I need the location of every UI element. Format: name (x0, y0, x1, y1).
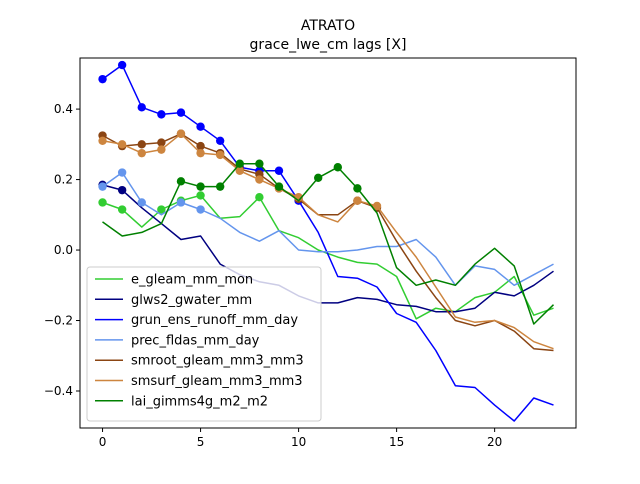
chart-subtitle: grace_lwe_cm lags [X] (250, 37, 407, 53)
data-point-grun_ens_runoff_mm_day (215, 136, 225, 146)
x-tick-label: 15 (389, 435, 404, 449)
legend: e_gleam_mm_mon glws2_gwater_mm grun_ens_ru… (86, 266, 322, 422)
data-point-glws2_gwater_mm (117, 185, 127, 195)
data-point-smroot_gleam_mm3_mm3 (157, 138, 166, 147)
y-tick-label: 0.0 (54, 243, 73, 257)
data-point-smroot_gleam_mm3_mm3 (196, 141, 205, 151)
data-point-lai_gimms4g_m2_m2 (353, 184, 362, 193)
data-point-smsurf_gleam_mm3_mm3 (98, 136, 107, 146)
data-point-smsurf_gleam_mm3_mm3 (372, 201, 382, 211)
legend-label: smroot_gleam_mm3_mm3 (131, 354, 304, 369)
x-tick-label: 5 (197, 435, 205, 449)
data-point-lai_gimms4g_m2_m2 (215, 182, 225, 191)
data-point-lai_gimms4g_m2_m2 (333, 163, 343, 172)
y-tick-label: 0.2 (54, 173, 73, 187)
data-point-e_gleam_mm_mon (255, 192, 264, 202)
data-point-grun_ens_runoff_mm_day (98, 74, 107, 84)
data-point-grun_ens_runoff_mm_day (137, 103, 146, 112)
legend-label: lai_gimms4g_m2_m2 (131, 394, 268, 409)
data-point-lai_gimms4g_m2_m2 (176, 177, 186, 186)
data-point-grun_ens_runoff_mm_day (176, 108, 186, 117)
data-point-prec_fldas_mm_day (196, 205, 205, 214)
data-point-e_gleam_mm_mon (157, 205, 166, 214)
data-point-prec_fldas_mm_day (137, 198, 146, 207)
legend-box (86, 266, 322, 422)
y-tick-label: −0.2 (44, 314, 73, 328)
data-point-lai_gimms4g_m2_m2 (313, 173, 323, 183)
data-point-smsurf_gleam_mm3_mm3 (137, 148, 146, 158)
data-point-grun_ens_runoff_mm_day (274, 166, 284, 175)
data-point-smsurf_gleam_mm3_mm3 (157, 145, 166, 154)
legend-label: smsurf_gleam_mm3_mm3 (131, 374, 303, 389)
series-line-glws2_gwater_mm (102, 184, 554, 313)
data-point-e_gleam_mm_mon (98, 198, 107, 207)
data-point-smroot_gleam_mm3_mm3 (137, 140, 146, 149)
data-point-e_gleam_mm_mon (117, 205, 127, 214)
data-point-smsurf_gleam_mm3_mm3 (235, 166, 244, 175)
axes: 0 5 10 15 20 −0.4 −0.2 0.0 0.2 0.4 (44, 102, 502, 449)
data-point-lai_gimms4g_m2_m2 (274, 182, 284, 191)
x-tick-label: 0 (99, 435, 107, 449)
series-line-lai_gimms4g_m2_m2 (102, 162, 555, 325)
data-point-smsurf_gleam_mm3_mm3 (117, 140, 127, 149)
plot-area (98, 60, 555, 422)
data-point-e_gleam_mm_mon (196, 191, 205, 200)
data-point-smsurf_gleam_mm3_mm3 (215, 150, 225, 160)
legend-label: prec_fldas_mm_day (131, 333, 260, 348)
data-point-lai_gimms4g_m2_m2 (196, 182, 205, 191)
data-point-grun_ens_runoff_mm_day (157, 110, 166, 119)
legend-label: grun_ens_runoff_mm_day (131, 313, 298, 328)
legend-label: e_gleam_mm_mon (131, 273, 253, 288)
data-point-grun_ens_runoff_mm_day (117, 60, 127, 70)
data-point-grun_ens_runoff_mm_day (196, 122, 205, 131)
x-tick-label: 20 (487, 435, 502, 449)
legend-label: glws2_gwater_mm (131, 293, 252, 308)
data-point-prec_fldas_mm_day (98, 182, 107, 191)
data-point-smsurf_gleam_mm3_mm3 (353, 196, 362, 205)
data-point-prec_fldas_mm_day (176, 198, 186, 207)
y-tick-label: 0.4 (54, 102, 73, 116)
x-tick-label: 10 (291, 435, 306, 449)
data-point-prec_fldas_mm_day (117, 168, 127, 177)
y-tick-label: −0.4 (44, 384, 73, 398)
data-point-smsurf_gleam_mm3_mm3 (255, 175, 264, 184)
plot-frame (79, 57, 577, 429)
data-point-smsurf_gleam_mm3_mm3 (176, 129, 186, 138)
data-point-lai_gimms4g_m2_m2 (235, 159, 244, 168)
chart-title: ATRATO (301, 18, 355, 34)
data-point-lai_gimms4g_m2_m2 (255, 159, 264, 168)
data-point-smsurf_gleam_mm3_mm3 (196, 148, 205, 158)
